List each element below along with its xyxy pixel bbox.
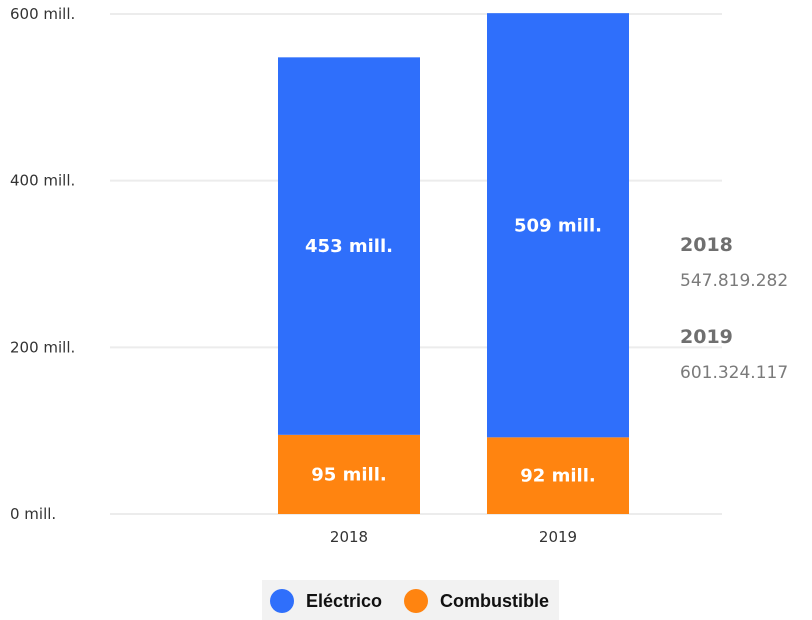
y-tick-label: 600 mill. [10, 5, 75, 23]
y-tick-label: 400 mill. [10, 172, 75, 190]
legend-swatch-icon [270, 589, 294, 613]
bar-segment[interactable] [487, 13, 629, 438]
bar-segment[interactable] [278, 57, 420, 435]
bar-segment[interactable] [487, 437, 629, 514]
total-year: 2019 [680, 326, 733, 348]
total-entry-2019: 2019 601.324.117 [680, 324, 812, 383]
legend-label: Eléctrico [306, 590, 383, 611]
bar-data-label: 453 mill. [305, 236, 393, 257]
legend-item-electrico[interactable]: Eléctrico [270, 589, 382, 613]
y-axis-ticks: 0 mill. 200 mill. 400 mill. 600 mill. [10, 5, 75, 523]
x-axis-ticks: 2018 2019 [330, 528, 577, 546]
total-value: 547.819.282 [680, 271, 789, 291]
y-tick-label: 0 mill. [10, 505, 56, 523]
total-entry-2018: 2018 547.819.282 [680, 232, 812, 291]
legend: Eléctrico Combustible [262, 580, 560, 620]
legend-item-combustible[interactable]: Combustible [404, 589, 549, 613]
y-tick-label: 200 mill. [10, 338, 75, 356]
bar-labels: 95 mill. 453 mill. 92 mill. 509 mill. [305, 215, 602, 486]
bar-data-label: 95 mill. [311, 464, 386, 485]
stacked-bar-chart: 0 mill. 200 mill. 400 mill. 600 mill. 95 mi… [10, 5, 722, 546]
legend-swatch-icon [404, 589, 429, 613]
totals-panel: 2018 547.819.282 2019 601.324.117 [680, 232, 812, 416]
bar-data-label: 92 mill. [520, 466, 595, 487]
bars [278, 13, 629, 514]
total-value: 601.324.117 [680, 363, 789, 383]
bar-segment[interactable] [278, 434, 420, 514]
x-tick-label: 2018 [330, 528, 368, 546]
x-tick-label: 2019 [539, 528, 577, 546]
total-year: 2018 [680, 234, 733, 256]
bar-data-label: 509 mill. [514, 215, 602, 236]
legend-label: Combustible [440, 590, 550, 611]
